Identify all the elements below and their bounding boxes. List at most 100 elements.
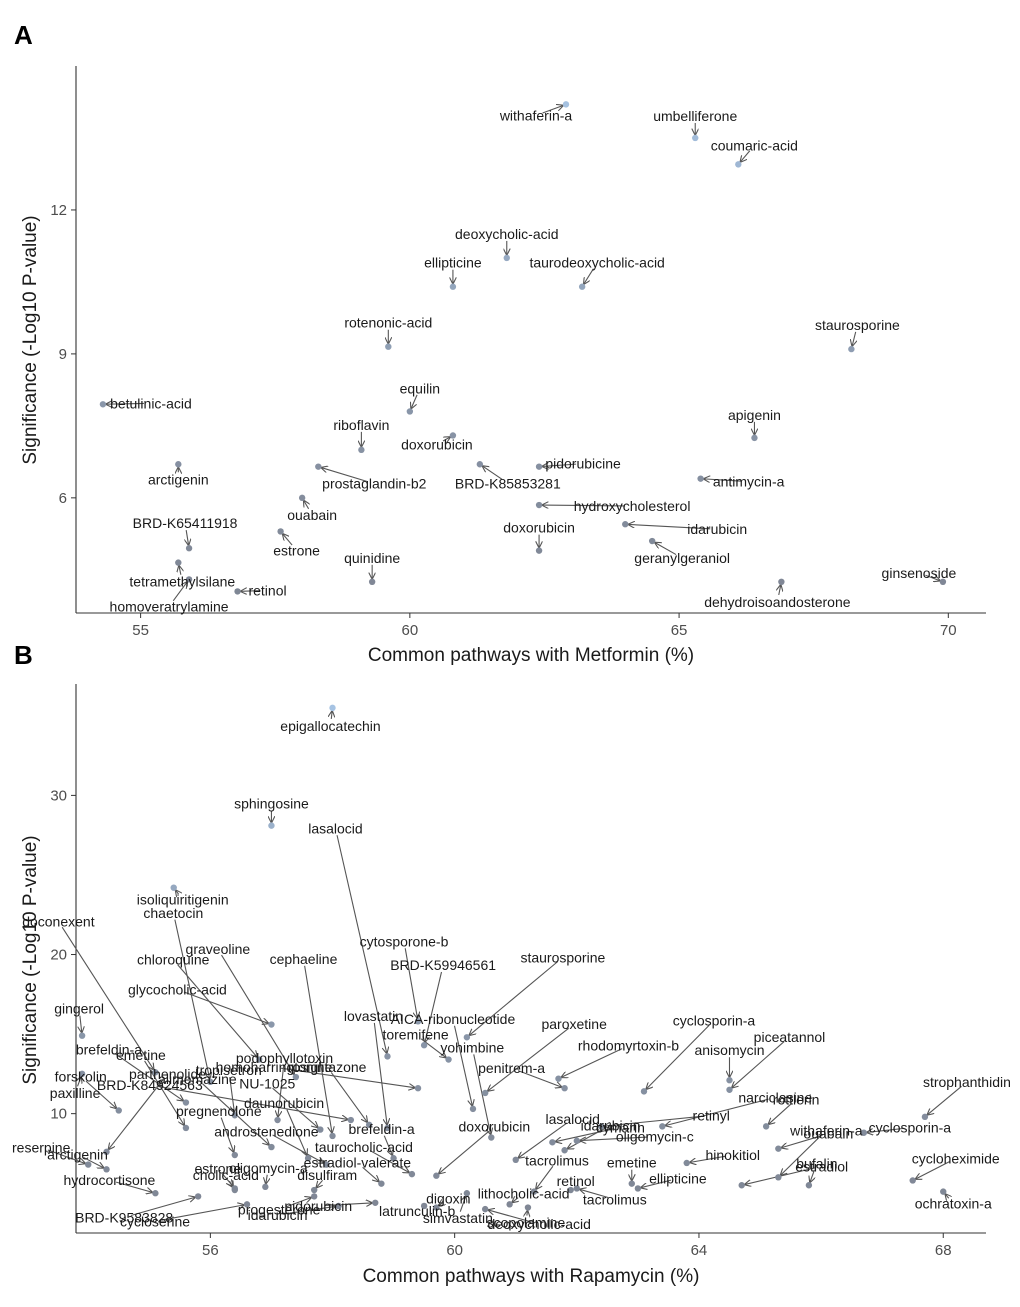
data-point xyxy=(182,1124,190,1132)
data-point xyxy=(365,1121,373,1128)
point-label: BRD-K85853281 xyxy=(455,475,561,491)
point-label: toremifene xyxy=(382,1027,448,1043)
leader-line xyxy=(369,1150,409,1173)
point-label: deoxycholic-acid xyxy=(455,226,559,242)
point-label: estrone xyxy=(273,542,320,558)
point-label: ginsenoside xyxy=(882,565,957,581)
leader-line xyxy=(556,1128,614,1142)
data-point xyxy=(268,1021,275,1028)
data-point xyxy=(805,1182,813,1189)
point-label: retinol xyxy=(557,1173,595,1189)
point-label: lasalocid xyxy=(308,820,362,836)
leader-line xyxy=(605,1115,705,1126)
leader-line xyxy=(109,1079,164,1149)
point-label: taurocholic-acid xyxy=(315,1139,413,1155)
leader-line xyxy=(646,1024,710,1089)
leader-line xyxy=(562,1048,623,1078)
panel-b-point-labels: epigallocatechin sphingosine isoliquiritig… xyxy=(12,718,1011,1232)
data-point xyxy=(231,1151,238,1159)
data-point xyxy=(103,1148,110,1156)
point-label: withaferin-a xyxy=(499,107,573,123)
point-label: brefeldin-a xyxy=(76,1042,142,1058)
leader-line xyxy=(80,1015,82,1033)
data-point xyxy=(659,1123,666,1130)
y-tick-label: 9 xyxy=(59,346,67,363)
point-label: bufalin xyxy=(796,1155,837,1171)
data-point xyxy=(414,1084,422,1092)
point-label: epigallocatechin xyxy=(280,718,380,734)
point-label: penitrem-a xyxy=(478,1060,545,1076)
leader-line xyxy=(655,543,677,556)
data-point xyxy=(277,528,284,535)
leader-line xyxy=(519,1122,568,1158)
data-point xyxy=(488,1134,495,1141)
leader-line xyxy=(453,1025,472,1106)
leader-line xyxy=(330,1072,367,1121)
point-label: hinokitiol xyxy=(705,1147,759,1163)
y-tick-label: 6 xyxy=(59,490,67,507)
leader-line xyxy=(459,1197,465,1212)
data-point xyxy=(408,1170,416,1178)
leader-line xyxy=(83,1157,104,1168)
leader-line xyxy=(442,437,450,441)
data-point xyxy=(420,1042,428,1049)
data-point xyxy=(940,1188,947,1195)
data-point xyxy=(315,463,322,470)
data-point xyxy=(848,345,855,353)
data-point xyxy=(268,1143,275,1151)
data-point xyxy=(535,547,543,554)
data-point xyxy=(476,461,484,468)
leader-line xyxy=(543,505,626,506)
leader-line xyxy=(867,1127,903,1133)
leader-line xyxy=(284,1206,336,1215)
leader-line xyxy=(362,1166,379,1181)
point-label: hydroxycholesterol xyxy=(574,498,691,514)
data-point xyxy=(292,1073,300,1081)
data-point xyxy=(775,1174,782,1181)
panel-a-letter: A xyxy=(14,20,33,50)
point-label: androstenedione xyxy=(214,1124,319,1140)
point-label: apigenin xyxy=(728,407,781,423)
point-label: estradiol xyxy=(795,1158,848,1174)
data-point xyxy=(555,1075,562,1082)
data-point xyxy=(99,401,107,408)
leader-line xyxy=(536,1165,554,1189)
data-point xyxy=(549,1139,556,1146)
data-point xyxy=(762,1123,770,1130)
panel-a-point-labels: withaferin-a umbelliferone coumaric-acid de… xyxy=(110,107,957,614)
leader-line xyxy=(106,403,144,404)
data-point xyxy=(335,1202,342,1210)
point-label: cycloserine xyxy=(120,1213,190,1229)
leader-line xyxy=(512,1198,518,1203)
leader-line xyxy=(322,468,368,483)
leader-line xyxy=(690,1155,726,1162)
point-label: idarubicin xyxy=(581,1117,641,1133)
x-tick-label: 60 xyxy=(402,622,419,639)
data-point xyxy=(420,1202,428,1210)
panel-a-leader-lines xyxy=(106,106,939,602)
leader-line xyxy=(221,954,295,1074)
data-point xyxy=(231,1112,238,1119)
leader-line xyxy=(183,991,268,1023)
point-label: cymarin xyxy=(596,1119,645,1135)
data-point xyxy=(562,101,570,108)
point-label: ellipticine xyxy=(424,255,482,271)
data-point xyxy=(726,1086,733,1093)
leader-line xyxy=(473,1054,491,1134)
point-label: progesterone xyxy=(238,1201,321,1217)
data-point xyxy=(182,1099,190,1106)
data-point xyxy=(751,434,758,442)
data-point xyxy=(445,1056,452,1063)
point-label: retinol xyxy=(248,582,286,598)
point-label: AICA-ribonucleotide xyxy=(391,1011,516,1027)
leader-line xyxy=(272,1134,324,1163)
data-point xyxy=(384,1053,391,1060)
leader-line xyxy=(470,961,558,1035)
y-tick-label: 20 xyxy=(50,947,67,964)
y-tick-label: 12 xyxy=(50,202,67,219)
point-label: yohimbine xyxy=(440,1040,504,1056)
data-point xyxy=(103,1166,110,1173)
point-label: cyclosporin-a xyxy=(673,1012,756,1028)
point-label: arctigenin xyxy=(148,471,209,487)
panel-b-letter: B xyxy=(14,640,33,670)
